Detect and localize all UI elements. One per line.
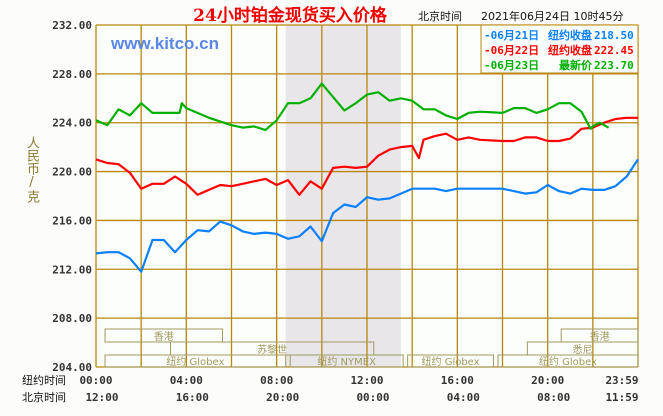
y-axis-ticks: 232.00 228.00 224.00 220.00 216.00 212.00 208.…	[52, 19, 92, 374]
x-tick-label-beijing: 16:00	[176, 391, 209, 404]
session-label: 悉尼	[573, 344, 593, 356]
legend-value: 223.70	[594, 59, 634, 72]
x-tick-label-beijing: 11:59	[605, 391, 638, 404]
session-label: 香港	[590, 331, 610, 343]
legend-value: 222.45	[594, 44, 634, 57]
session-label: 纽约 Globex	[166, 355, 224, 368]
y-tick-label: 216.00	[52, 214, 92, 227]
series-line-2	[95, 116, 638, 196]
session-box: 纽约 Globex	[407, 354, 494, 368]
legend-value: 218.50	[594, 29, 634, 42]
x-tick-label-beijing: 08:00	[537, 391, 570, 404]
series-line-1	[95, 158, 639, 273]
x-tick-label-beijing: 12:00	[85, 391, 118, 404]
session-label: 纽约 Globex	[422, 355, 480, 368]
x-axis-ticks: 00:00 04:00 08:00 12:00 16:00 20:00 23:59 12:00…	[79, 374, 638, 404]
y-tick-label: 208.00	[52, 312, 92, 325]
x-tick-label-ny: 12:00	[350, 374, 383, 387]
x-row-label-beijing: 北京时间	[22, 390, 66, 404]
chart-title: 24小时铂金现货买入价格	[193, 5, 388, 26]
grid	[95, 24, 639, 368]
legend-date: -06月22日	[484, 44, 539, 57]
y-tick-label: 220.00	[52, 166, 92, 179]
legend-label: 纽约收盘	[548, 43, 592, 57]
session-box: 纽约 Globex	[104, 354, 287, 368]
x-tick-label-ny: 16:00	[441, 374, 474, 387]
y-tick-label: 212.00	[52, 263, 92, 276]
x-tick-label-ny: 00:00	[79, 374, 112, 387]
y-tick-label: 224.00	[52, 117, 92, 130]
legend-date: -06月21日	[484, 29, 539, 42]
x-tick-label-beijing: 04:00	[447, 391, 480, 404]
session-box: 香港	[104, 328, 223, 343]
y-tick-label: 204.00	[52, 361, 92, 374]
x-tick-label-ny: 20:00	[531, 374, 564, 387]
y-tick-label: 232.00	[52, 19, 92, 32]
x-tick-label-ny: 23:59	[605, 374, 638, 387]
session-label: 纽约 Globex	[539, 355, 597, 368]
x-tick-label-beijing: 20:00	[266, 391, 299, 404]
x-row-label-ny: 纽约时间	[22, 373, 66, 387]
session-box: 纽约 NYMEX	[289, 354, 404, 368]
x-tick-label-ny: 04:00	[170, 374, 203, 387]
legend-label: 纽约收盘	[548, 28, 592, 42]
legend-item: -06月21日 纽约收盘 218.50	[484, 28, 634, 42]
series-lines	[95, 82, 639, 273]
session-label: 香港	[154, 331, 174, 343]
legend: -06月21日 纽约收盘 218.50-06月22日 纽约收盘 222.45-06月23…	[480, 24, 639, 74]
y-tick-label: 228.00	[52, 68, 92, 81]
session-label: 苏黎世	[257, 343, 287, 356]
legend-date: -06月23日	[484, 59, 539, 72]
shaded-region	[285, 25, 401, 367]
x-tick-label-beijing: 00:00	[356, 391, 389, 404]
header-timezone: 北京时间	[418, 9, 462, 23]
watermark: www.kitco.cn	[110, 34, 219, 53]
x-tick-label-ny: 08:00	[260, 374, 293, 387]
legend-item: -06月23日 最新价 223.70	[484, 58, 634, 72]
session-label: 纽约 NYMEX	[317, 355, 376, 368]
series-line-3	[95, 82, 610, 132]
header-datetime: 2021年06月24日 10时45分	[481, 9, 623, 23]
legend-item: -06月22日 纽约收盘 222.45	[484, 43, 634, 57]
legend-label: 最新价	[559, 58, 593, 72]
session-box: 纽约 Globex	[497, 354, 639, 368]
y-axis-label: 人民币/克	[24, 136, 39, 203]
